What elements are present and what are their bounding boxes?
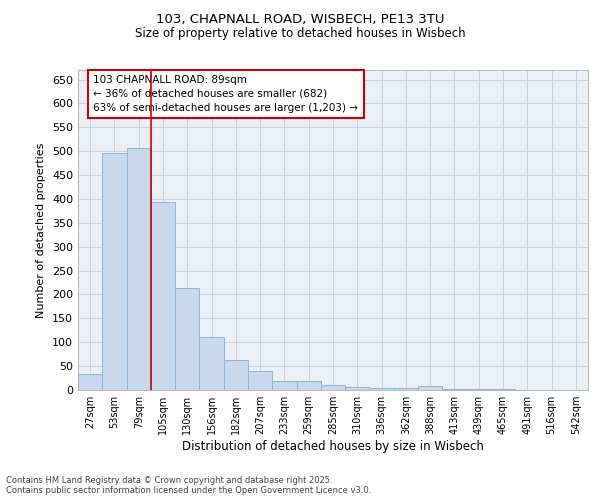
Bar (345, 386, 370, 390)
Bar (248, 371, 272, 390)
Text: Size of property relative to detached houses in Wisbech: Size of property relative to detached ho… (134, 28, 466, 40)
Bar (467, 389, 491, 390)
Bar (78, 374, 102, 390)
Bar (199, 336, 224, 390)
Y-axis label: Number of detached properties: Number of detached properties (37, 142, 46, 318)
Bar (394, 388, 418, 390)
Text: 103, CHAPNALL ROAD, WISBECH, PE13 3TU: 103, CHAPNALL ROAD, WISBECH, PE13 3TU (156, 12, 444, 26)
Bar (296, 382, 321, 390)
Bar (224, 360, 248, 390)
Bar (127, 148, 151, 390)
X-axis label: Distribution of detached houses by size in Wisbech: Distribution of detached houses by size … (182, 440, 484, 453)
Text: Contains HM Land Registry data © Crown copyright and database right 2025.
Contai: Contains HM Land Registry data © Crown c… (6, 476, 371, 495)
Text: 103 CHAPNALL ROAD: 89sqm
← 36% of detached houses are smaller (682)
63% of semi-: 103 CHAPNALL ROAD: 89sqm ← 36% of detach… (94, 75, 358, 113)
Bar (102, 152, 127, 390)
Bar (151, 202, 175, 390)
Bar (370, 388, 394, 390)
Bar (442, 388, 467, 390)
Bar (491, 388, 515, 390)
Bar (418, 386, 442, 390)
Bar (321, 384, 345, 390)
Bar (272, 382, 296, 390)
Bar (175, 288, 199, 390)
